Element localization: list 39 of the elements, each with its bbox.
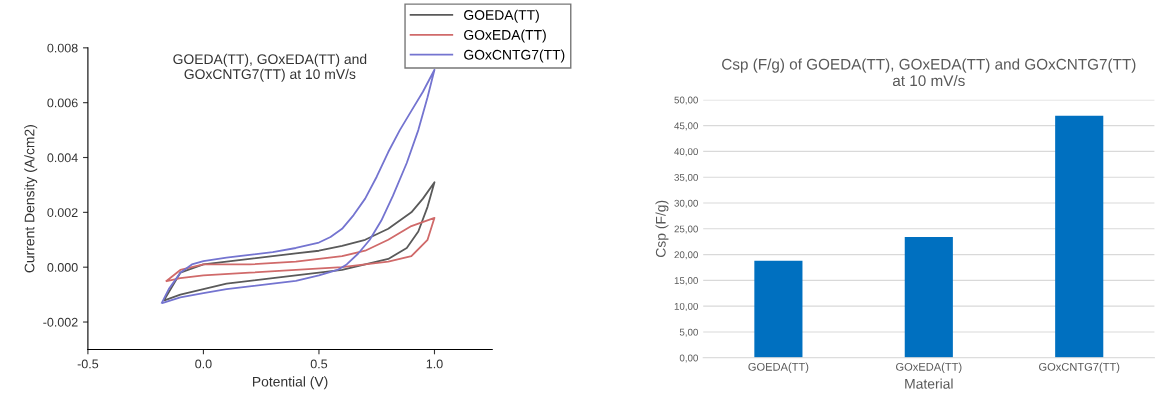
y-tick-label: -0.002 (43, 317, 78, 327)
bar (904, 237, 953, 358)
y-tick-label: 25,00 (674, 225, 698, 234)
x-tick-label: 0.5 (310, 359, 328, 369)
y-tick-label: 0,00 (679, 354, 698, 363)
x-tick-label: GOxCNTG7(TT) (1039, 362, 1120, 373)
y-tick-label: 0.002 (47, 208, 78, 217)
y-tick-label: 35,00 (674, 173, 698, 182)
y-tick-label: 0.008 (47, 43, 78, 53)
y-tick-label: 15,00 (674, 277, 698, 286)
chart-title: Csp (F/g) of GOEDA(TT), GOxEDA(TT) and GOxCNTG7(TT) at 10 mV/s (722, 58, 1136, 87)
line-series (160, 68, 436, 304)
legend-label: GOEDA(TT) (464, 9, 539, 23)
x-tick-label: GOEDA(TT) (748, 362, 809, 373)
y-tick-label: 0.006 (47, 98, 78, 108)
y-tick-label: 0.000 (47, 262, 78, 272)
y-tick-label: 10,00 (674, 302, 698, 311)
bar (1055, 115, 1104, 358)
y-axis-title: Csp (F/g) (655, 200, 669, 258)
x-tick-label: -0.5 (77, 359, 99, 369)
y-tick-label: 40,00 (674, 148, 698, 157)
x-tick-label: 0.0 (195, 359, 212, 369)
y-tick-label: 20,00 (674, 251, 698, 260)
y-axis-title: Current Density (A/cm2) (24, 125, 38, 273)
x-tick-label: GOxEDA(TT) (896, 362, 962, 373)
bar (754, 260, 803, 358)
text: GOEDA(TT), GOxEDA(TT) and GOxCNTG7(TT) at 10 mV/s (173, 53, 367, 82)
y-tick-label: 30,00 (674, 199, 698, 208)
legend-label: GOxEDA(TT) (464, 29, 546, 43)
line-series (163, 181, 436, 301)
y-tick-label: 5,00 (679, 328, 698, 337)
y-tick-label: 50,00 (674, 96, 698, 105)
x-axis-title: Potential (V) (253, 376, 328, 390)
line-series (165, 216, 436, 282)
x-axis-title: Material (905, 378, 953, 389)
y-tick-label: 0.004 (47, 153, 78, 163)
x-tick-label: 1.0 (426, 359, 443, 369)
legend-label: GOxCNTG7(TT) (464, 49, 565, 63)
y-tick-label: 45,00 (674, 122, 698, 131)
